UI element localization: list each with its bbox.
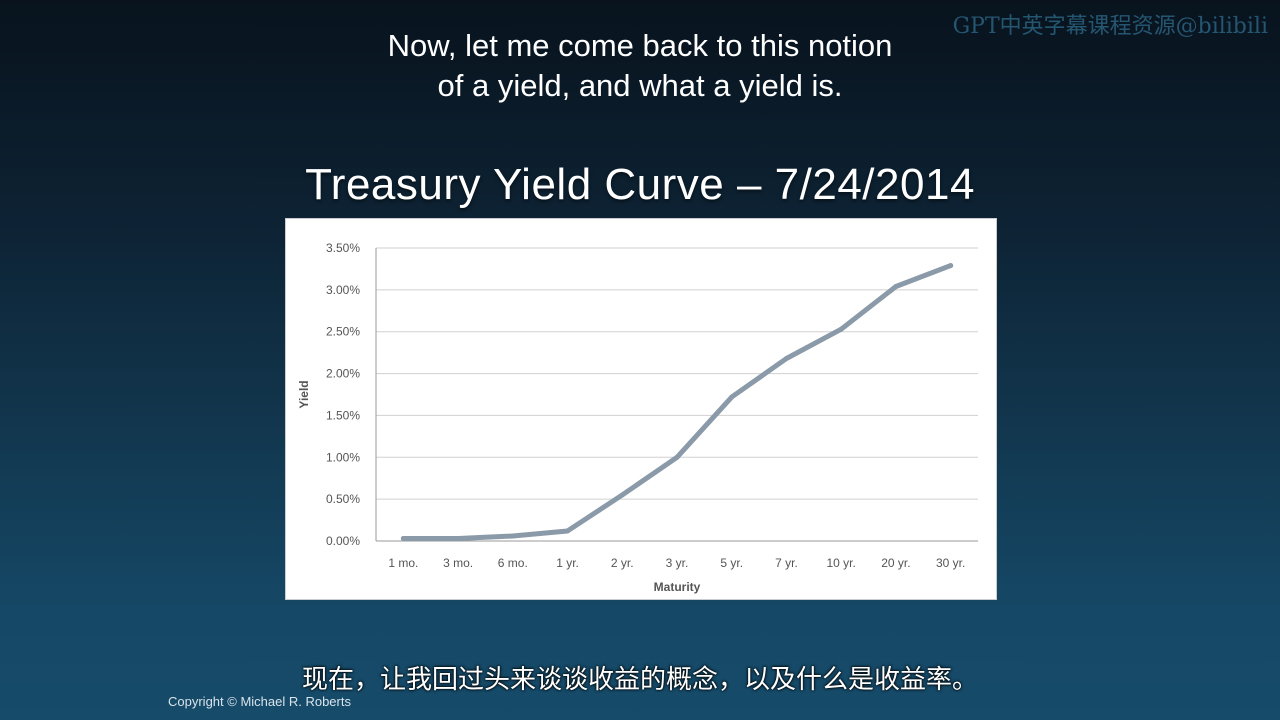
y-tick-label: 3.00% bbox=[326, 283, 360, 297]
yield-curve-chart: 0.00% 0.50% 1.00% 1.50% 2.00% 2.50% 3.00% 3.50%… bbox=[285, 218, 997, 600]
x-tick-label: 10 yr. bbox=[827, 556, 856, 570]
y-tick-label: 2.50% bbox=[326, 325, 360, 339]
data-point bbox=[783, 356, 789, 362]
x-tick-label: 2 yr. bbox=[611, 556, 634, 570]
english-subtitle: Now, let me come back to this notion of … bbox=[0, 26, 1280, 106]
data-point bbox=[948, 263, 954, 269]
watermark: GPT中英字幕课程资源@bilibili bbox=[952, 14, 1268, 39]
copyright-notice: Copyright © Michael R. Roberts bbox=[168, 694, 351, 709]
x-tick-label: 6 mo. bbox=[498, 556, 528, 570]
x-tick-label: 1 mo. bbox=[388, 556, 418, 570]
y-tick-label: 3.50% bbox=[326, 241, 360, 255]
y-tick-label: 1.00% bbox=[326, 450, 360, 464]
y-axis-label: Yield bbox=[297, 380, 311, 408]
y-tick-label: 0.00% bbox=[326, 534, 360, 548]
x-tick-label: 30 yr. bbox=[936, 556, 965, 570]
data-point bbox=[565, 528, 571, 534]
x-tick-label: 7 yr. bbox=[775, 556, 798, 570]
y-tick-label: 2.00% bbox=[326, 367, 360, 381]
slide-title: Treasury Yield Curve – 7/24/2014 bbox=[305, 160, 975, 209]
x-tick-label: 3 mo. bbox=[443, 556, 473, 570]
chinese-subtitle: 现在，让我回过头来谈谈收益的概念，以及什么是收益率。 bbox=[301, 664, 978, 694]
y-tick-label: 0.50% bbox=[326, 492, 360, 506]
series-line bbox=[400, 263, 954, 541]
x-tick-label: 20 yr. bbox=[881, 556, 910, 570]
x-tick-label: 3 yr. bbox=[666, 556, 689, 570]
data-point bbox=[400, 535, 406, 541]
english-subtitle-line-2: of a yield, and what a yield is. bbox=[437, 68, 843, 103]
data-point bbox=[729, 394, 735, 400]
data-point bbox=[455, 535, 461, 541]
x-axis-label: Maturity bbox=[654, 580, 701, 594]
english-subtitle-line-1: Now, let me come back to this notion bbox=[387, 28, 893, 63]
data-point bbox=[674, 454, 680, 460]
chart-svg: 0.00% 0.50% 1.00% 1.50% 2.00% 2.50% 3.00% 3.50%… bbox=[297, 241, 978, 594]
x-tick-label: 5 yr. bbox=[720, 556, 743, 570]
data-point bbox=[510, 533, 516, 539]
x-tick-label: 1 yr. bbox=[556, 556, 579, 570]
y-tick-label: 1.50% bbox=[326, 408, 360, 422]
data-point bbox=[838, 326, 844, 332]
data-point bbox=[893, 284, 899, 290]
data-point bbox=[619, 492, 625, 498]
